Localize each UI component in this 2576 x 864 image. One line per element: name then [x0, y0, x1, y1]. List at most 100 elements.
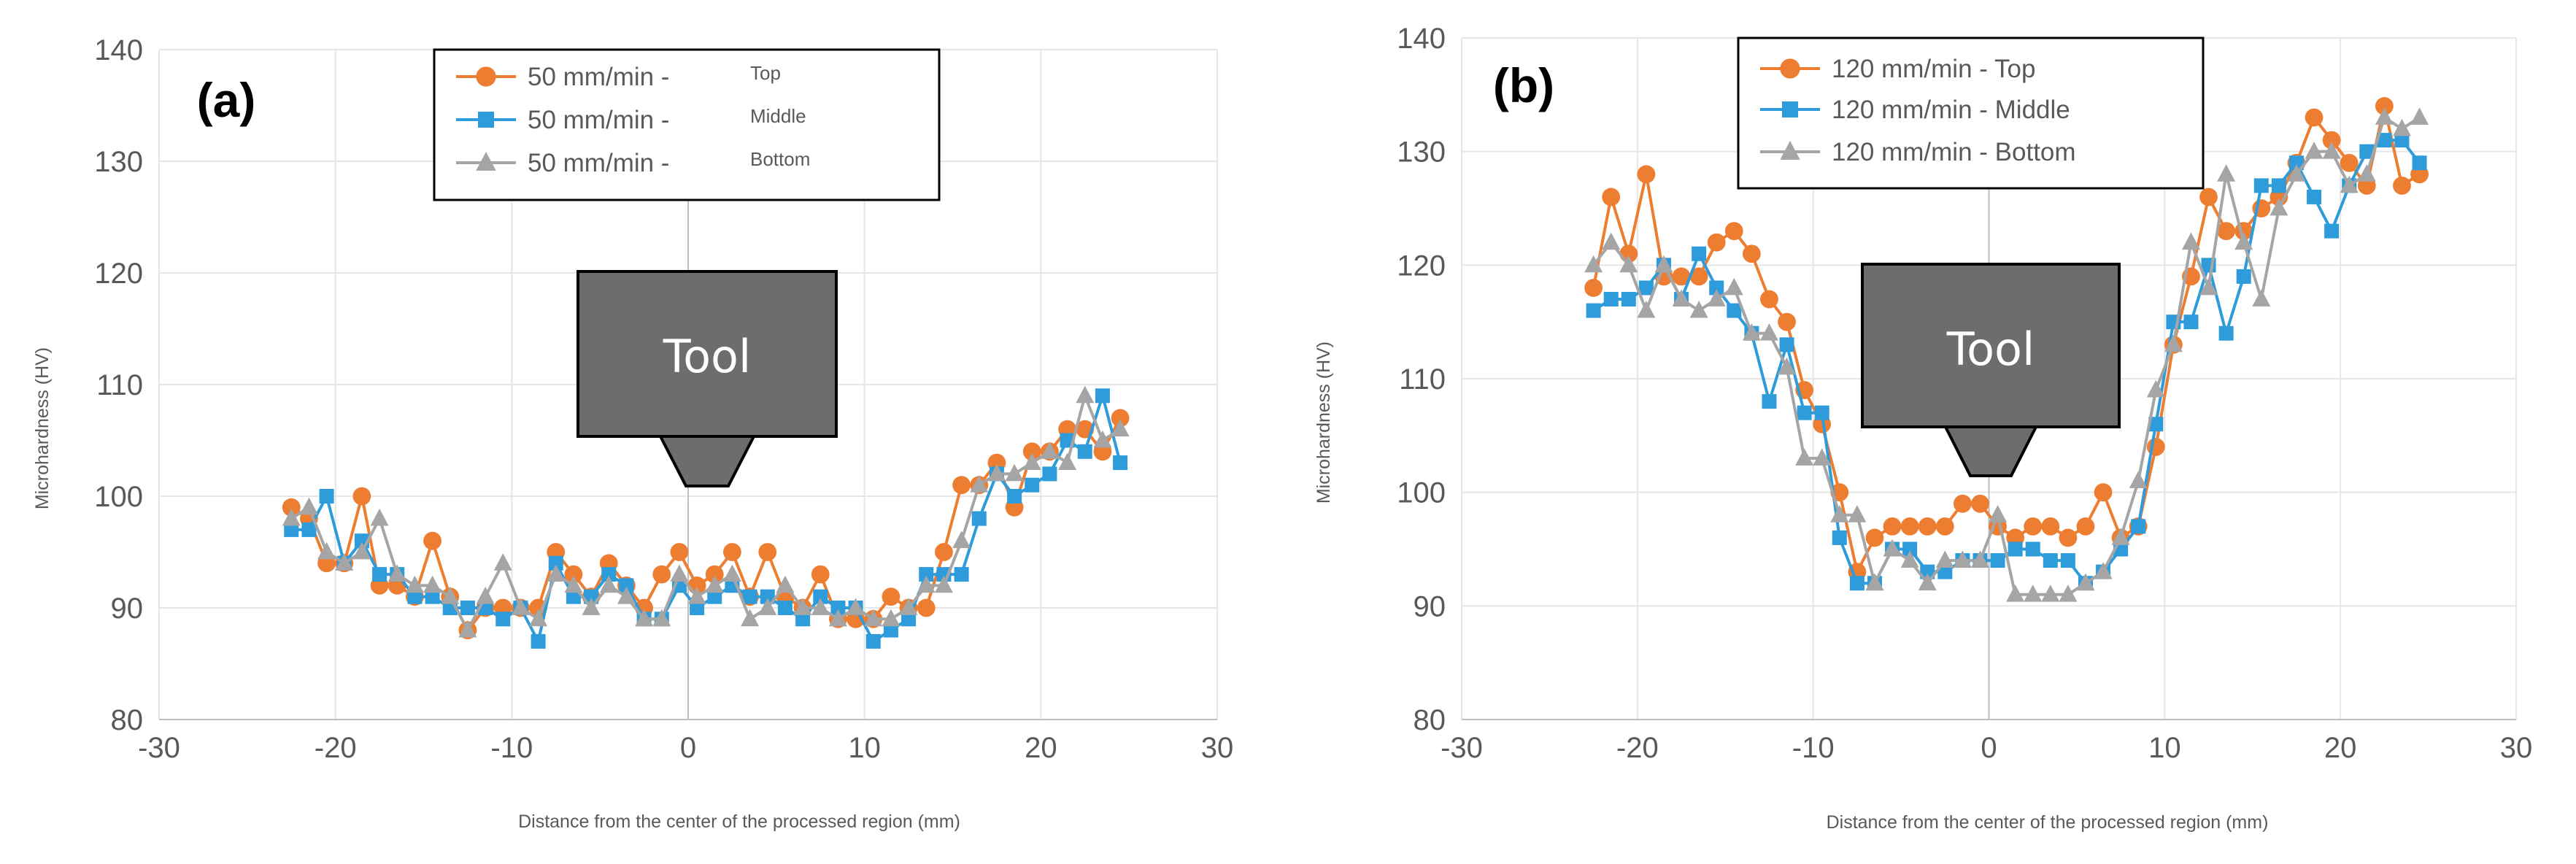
series-triangle: [282, 385, 1130, 638]
data-point: [2412, 155, 2427, 171]
data-point: [1113, 455, 1128, 471]
data-point: [2059, 585, 2078, 602]
data-point: [319, 489, 334, 504]
data-point: [1759, 323, 1778, 341]
data-point: [1093, 430, 1112, 448]
data-point: [2234, 232, 2253, 250]
data-point: [687, 587, 706, 604]
data-point: [1990, 553, 2005, 568]
data-point: [299, 497, 318, 515]
data-point: [971, 511, 987, 526]
data-point: [284, 522, 299, 537]
data-point: [1022, 452, 1041, 470]
data-point: [795, 612, 811, 627]
data-point: [1692, 246, 1707, 261]
data-point: [2218, 325, 2234, 341]
data-point: [2394, 133, 2410, 148]
data-point: [1025, 477, 1040, 493]
data-point: [758, 598, 777, 615]
data-point: [1937, 564, 1953, 579]
y-tick-label: 120: [1397, 250, 1446, 282]
data-point: [777, 601, 793, 615]
data-point: [705, 575, 724, 593]
data-point: [1724, 277, 1743, 296]
x-tick-label: -10: [490, 732, 533, 764]
data-point: [793, 598, 812, 615]
data-point: [2322, 131, 2341, 150]
data-point: [1602, 232, 1621, 250]
data-point: [564, 575, 583, 593]
series-square: [284, 388, 1128, 649]
data-point: [776, 575, 795, 593]
data-point: [441, 587, 460, 604]
data-point: [2393, 176, 2411, 195]
data-point: [1989, 505, 2008, 522]
legend-suffix: Middle: [750, 105, 806, 127]
y-axis-title: Microhardness (HV): [1314, 342, 1334, 504]
legend-label: 50 mm/min -: [528, 63, 669, 91]
data-point: [1848, 505, 1867, 522]
data-point: [317, 541, 336, 560]
data-point: [1883, 539, 1902, 557]
data-point: [423, 531, 441, 550]
data-point: [495, 612, 511, 627]
data-point: [1920, 564, 1935, 579]
data-point: [1689, 300, 1708, 318]
data-point: [425, 589, 440, 604]
data-point: [652, 565, 671, 584]
y-tick-label: 140: [1397, 23, 1446, 55]
data-point: [1621, 292, 1636, 307]
data-point: [1637, 300, 1656, 318]
data-point: [617, 587, 636, 604]
data-point: [529, 609, 548, 627]
data-point: [2094, 561, 2113, 579]
x-tick-label: 30: [1201, 732, 1234, 764]
data-point: [352, 487, 371, 506]
data-point: [882, 587, 901, 606]
data-point: [1742, 244, 1761, 263]
x-tick-label: -30: [1441, 732, 1483, 764]
data-point: [2025, 541, 2040, 557]
data-point: [1795, 448, 1814, 466]
data-point: [1813, 448, 1832, 466]
data-point: [2324, 223, 2340, 239]
data-point: [2024, 517, 2043, 536]
data-point: [2340, 175, 2359, 193]
tool-body: [1861, 263, 2121, 428]
data-point: [1797, 405, 1812, 420]
data-point: [1042, 466, 1057, 482]
legend: 120 mm/min - Top 120 mm/min - Middle 120 m…: [1737, 36, 2205, 190]
data-point: [1022, 442, 1041, 461]
legend-marker: [1780, 140, 1800, 160]
data-point: [811, 565, 830, 584]
data-point: [1865, 528, 1884, 547]
data-point: [2199, 277, 2218, 296]
data-point: [1900, 550, 1919, 568]
data-point: [372, 567, 387, 582]
data-point: [847, 598, 865, 615]
data-point: [1970, 550, 1989, 568]
tool-label: Tool: [663, 330, 751, 383]
data-point: [1953, 494, 1972, 513]
data-point: [934, 575, 953, 593]
data-point: [705, 565, 724, 584]
data-point: [2217, 164, 2236, 182]
legend-marker: [1780, 58, 1800, 79]
legend-marker: [476, 66, 496, 87]
data-point: [2183, 315, 2199, 330]
tool-annotation: Tool: [1861, 263, 2121, 477]
data-point: [2041, 585, 2060, 602]
data-point: [2287, 164, 2306, 182]
data-point: [1672, 267, 1691, 286]
data-point: [405, 575, 424, 593]
legend-suffix: Bottom: [750, 148, 810, 170]
data-point: [282, 498, 301, 517]
data-point: [2024, 585, 2043, 602]
x-tick-label: 20: [1025, 732, 1057, 764]
data-point: [1672, 289, 1691, 306]
x-tick-label: -10: [1792, 732, 1835, 764]
data-point: [2357, 164, 2376, 182]
data-point: [1918, 517, 1937, 536]
data-point: [2340, 153, 2359, 172]
